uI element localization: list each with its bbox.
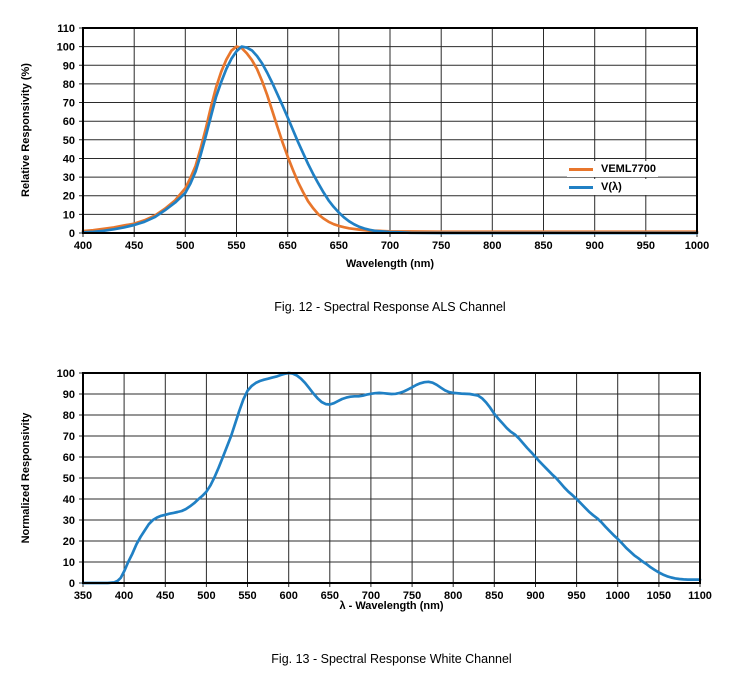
y-tick-label: 60 xyxy=(63,116,75,128)
y-tick-label: 0 xyxy=(69,578,75,590)
y-tick-label: 20 xyxy=(63,191,75,203)
als-y-axis-title: Relative Responsivity (%) xyxy=(20,63,32,197)
x-tick-label: 950 xyxy=(637,240,655,252)
series-line xyxy=(81,371,702,585)
y-tick-label: 90 xyxy=(63,60,75,72)
y-tick-label: 90 xyxy=(63,389,75,401)
x-tick-label: 1050 xyxy=(647,590,671,602)
x-tick-label: 700 xyxy=(381,240,399,252)
v-lambda-line-icon xyxy=(569,185,593,189)
x-tick-label: 500 xyxy=(197,590,215,602)
y-tick-label: 30 xyxy=(63,172,75,184)
fig12-caption: Fig. 12 - Spectral Response ALS Channel xyxy=(274,300,506,314)
x-tick-label: 450 xyxy=(125,240,143,252)
y-tick-label: 10 xyxy=(63,557,75,569)
x-tick-label: 750 xyxy=(403,590,421,602)
x-tick-label: 850 xyxy=(485,590,503,602)
y-tick-label: 50 xyxy=(63,473,75,485)
x-tick-label: 700 xyxy=(362,590,380,602)
x-tick-label: 800 xyxy=(483,240,501,252)
y-tick-label: 40 xyxy=(63,154,75,166)
y-tick-label: 80 xyxy=(63,79,75,91)
x-tick-label: 1100 xyxy=(688,590,712,602)
veml7700-line-icon xyxy=(569,167,593,171)
series-line xyxy=(81,45,699,235)
y-tick-label: 110 xyxy=(57,23,75,35)
als-legend: VEML7700 V(λ) xyxy=(567,161,659,195)
x-tick-label: 650 xyxy=(330,240,348,252)
legend-label-v-lambda: V(λ) xyxy=(601,181,622,193)
y-tick-label: 60 xyxy=(63,452,75,464)
x-tick-label: 750 xyxy=(432,240,450,252)
plot-frame xyxy=(82,27,698,234)
y-tick-label: 50 xyxy=(63,135,75,147)
y-tick-label: 30 xyxy=(63,515,75,527)
legend-item-v-lambda: V(λ) xyxy=(567,179,659,195)
y-tick-label: 40 xyxy=(63,494,75,506)
legend-item-veml7700: VEML7700 xyxy=(567,161,659,177)
x-tick-label: 350 xyxy=(74,590,92,602)
x-tick-label: 550 xyxy=(227,240,245,252)
y-tick-label: 80 xyxy=(63,410,75,422)
plot-frame xyxy=(82,372,701,584)
x-tick-label: 900 xyxy=(586,240,604,252)
x-tick-label: 1000 xyxy=(685,240,709,252)
x-tick-label: 450 xyxy=(156,590,174,602)
x-tick-label: 900 xyxy=(526,590,544,602)
x-tick-label: 650 xyxy=(279,240,297,252)
x-tick-label: 950 xyxy=(567,590,585,602)
y-tick-label: 100 xyxy=(57,368,75,380)
x-tick-label: 550 xyxy=(238,590,256,602)
x-tick-label: 650 xyxy=(321,590,339,602)
y-tick-label: 100 xyxy=(57,42,75,54)
x-tick-label: 400 xyxy=(74,240,92,252)
y-tick-label: 10 xyxy=(63,209,75,221)
x-tick-label: 800 xyxy=(444,590,462,602)
x-tick-label: 600 xyxy=(280,590,298,602)
y-tick-label: 20 xyxy=(63,536,75,548)
x-tick-label: 400 xyxy=(115,590,133,602)
white-x-axis-title: λ - Wavelength (nm) xyxy=(339,600,444,612)
y-tick-label: 0 xyxy=(69,228,75,240)
white-chart-canvas: 350 400 450 500 550 600 650 700 750 800 850 900 950 1… xyxy=(57,368,712,602)
white-y-axis-title: Normalized Responsivity xyxy=(20,412,32,544)
x-tick-label: 1000 xyxy=(605,590,629,602)
fig13-caption: Fig. 13 - Spectral Response White Channe… xyxy=(271,652,512,666)
y-tick-label: 70 xyxy=(63,98,75,110)
legend-label-veml7700: VEML7700 xyxy=(601,163,657,175)
x-tick-label: 850 xyxy=(534,240,552,252)
als-chart-canvas: 400 450 500 550 650 650 700 750 800 850 900 950 1000… xyxy=(57,23,710,252)
x-tick-label: 500 xyxy=(176,240,194,252)
als-x-axis-title: Wavelength (nm) xyxy=(345,258,435,270)
y-tick-label: 70 xyxy=(63,431,75,443)
